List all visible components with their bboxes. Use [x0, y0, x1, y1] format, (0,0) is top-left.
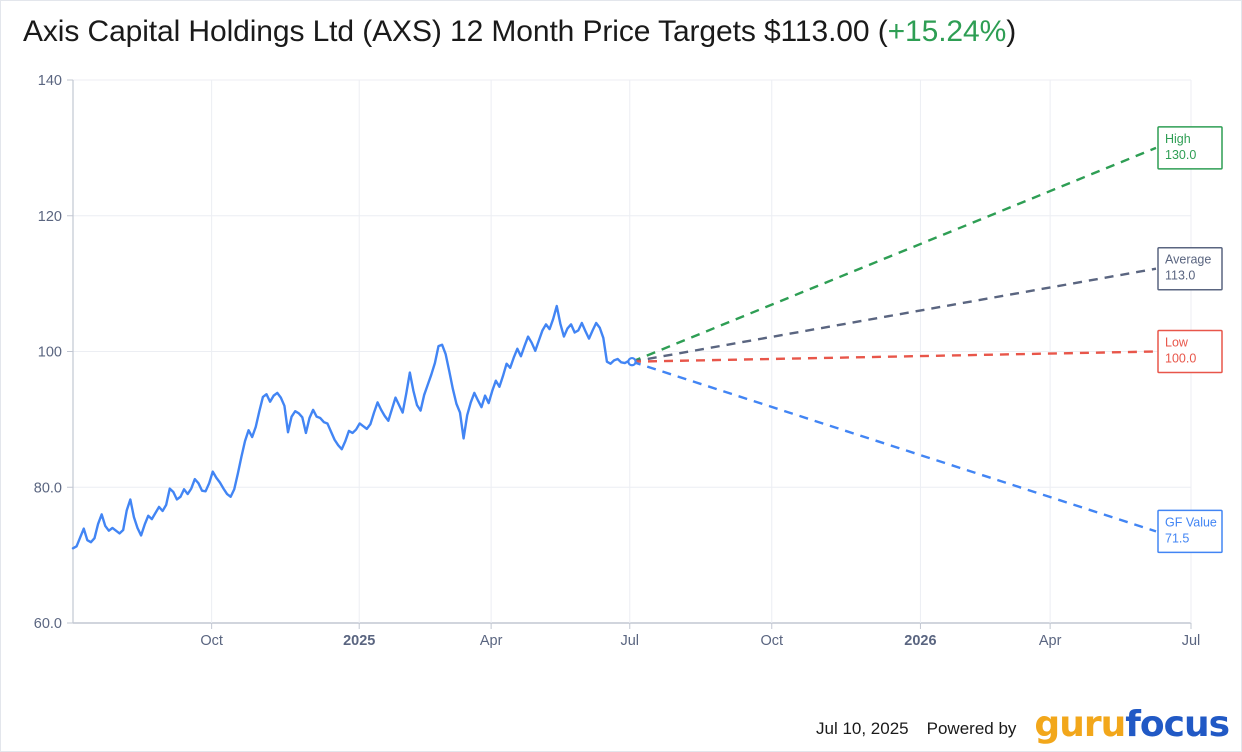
label-box-frame: [1157, 509, 1223, 554]
label-box-value: 100.0: [1165, 352, 1196, 366]
y-tick-label: 120: [38, 209, 62, 225]
x-tick-label: Apr: [1039, 633, 1062, 649]
label-box-title: High: [1165, 132, 1191, 146]
projection-lines: [631, 146, 1157, 533]
y-tick-label: 60.0: [34, 616, 62, 632]
logo-guru-text: guru: [1034, 703, 1126, 745]
label-box-value: 113.0: [1165, 269, 1195, 283]
gurufocus-logo[interactable]: gurufocus: [1034, 706, 1230, 742]
label-box-high[interactable]: High 130.0: [1157, 126, 1223, 170]
footer: Jul 10, 2025 Powered by gurufocus: [816, 706, 1230, 742]
label-box-average[interactable]: Average 113.0: [1157, 246, 1223, 291]
title-percent-change: +15.24%: [887, 15, 1007, 48]
label-box-gf-value[interactable]: GF Value 71.5: [1157, 509, 1223, 554]
price-line-path: [71, 304, 634, 550]
label-box-frame: [1157, 329, 1223, 374]
x-tick-label: 2026: [904, 633, 936, 649]
y-tick-label: 100: [38, 345, 62, 361]
projection-line-low: [631, 350, 1157, 363]
price-history-line: [71, 304, 634, 550]
y-axis-ticks: 60.0 80.0 100 120 140: [34, 73, 73, 632]
grid-lines: [72, 79, 1192, 624]
footer-date: Jul 10, 2025: [816, 719, 909, 738]
projection-labels: High 130.0 Average 113.0 Low 100.0 GF Value 71.…: [1157, 126, 1223, 554]
x-axis-ticks: Oct 2025 Apr Jul Oct 2026 Apr Jul: [200, 623, 1200, 649]
projection-line-gf-value: [631, 360, 1157, 533]
x-tick-label: Jul: [1182, 633, 1201, 649]
x-tick-label: Apr: [480, 633, 503, 649]
label-box-value: 130.0: [1165, 148, 1196, 162]
current-price-marker: [627, 356, 637, 367]
footer-powered-by: Powered by: [926, 719, 1017, 738]
y-tick-label: 80.0: [34, 480, 62, 496]
label-box-frame: [1157, 126, 1223, 170]
label-box-title: Low: [1165, 336, 1189, 350]
label-box-value: 71.5: [1165, 531, 1189, 545]
x-tick-label: 2025: [343, 633, 375, 649]
x-tick-label: Oct: [760, 633, 783, 649]
page-title: Axis Capital Holdings Ltd (AXS) 12 Month…: [23, 15, 1016, 49]
x-tick-label: Jul: [620, 633, 639, 649]
projection-line-average: [631, 267, 1157, 363]
label-box-title: GF Value: [1165, 515, 1217, 529]
current-price-dot: [627, 356, 637, 367]
y-tick-label: 140: [38, 73, 62, 89]
title-main-text: Axis Capital Holdings Ltd (AXS) 12 Month…: [23, 15, 888, 48]
label-box-title: Average: [1165, 253, 1211, 267]
label-box-low[interactable]: Low 100.0: [1157, 329, 1223, 374]
x-tick-label: Oct: [200, 633, 223, 649]
label-box-frame: [1157, 246, 1223, 291]
title-close-paren: ): [1006, 15, 1017, 48]
logo-focus-text: focus: [1125, 703, 1230, 745]
projection-line-high: [631, 146, 1157, 363]
